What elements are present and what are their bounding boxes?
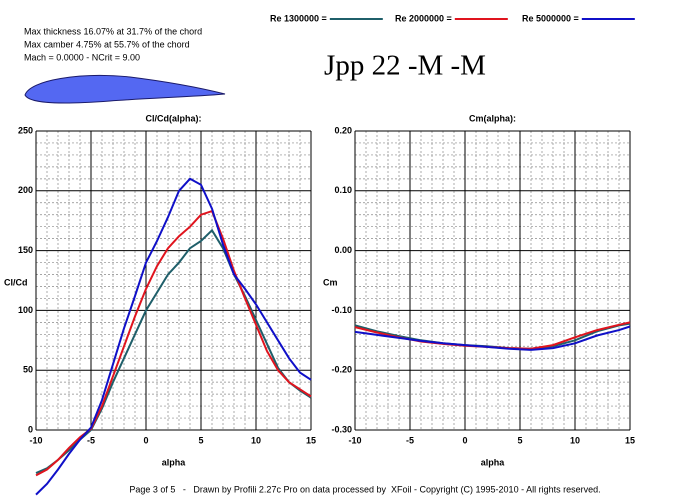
series-line	[354, 325, 631, 351]
y-tick-label: 200	[18, 185, 33, 195]
y-tick-label: 100	[18, 305, 33, 315]
x-tick-label: 10	[251, 435, 261, 445]
y-tick-label: 50	[23, 365, 33, 375]
x-tick-label: -10	[29, 435, 42, 445]
legend-label: Re 1300000 =	[270, 13, 327, 23]
y-tick-label: 0.20	[334, 125, 352, 135]
y-axis-label: Cl/Cd	[4, 277, 28, 287]
info-line: Mach = 0.0000 - NCrit = 9.00	[24, 52, 140, 62]
y-tick-label: 0	[28, 424, 33, 434]
chart-title: Cm(alpha):	[469, 113, 516, 123]
x-tick-label: 0	[462, 435, 467, 445]
x-tick-label: -5	[87, 435, 95, 445]
y-axis-label: Cm	[323, 277, 338, 287]
y-tick-label: -0.20	[331, 365, 352, 375]
x-tick-label: 0	[143, 435, 148, 445]
y-tick-label: 150	[18, 245, 33, 255]
y-tick-label: -0.10	[331, 305, 352, 315]
x-tick-label: 5	[198, 435, 203, 445]
x-tick-label: 5	[517, 435, 522, 445]
y-tick-label: 0.10	[334, 185, 352, 195]
info-line: Max thickness 16.07% at 31.7% of the cho…	[24, 26, 202, 36]
page-title: Jpp 22 -M -M	[324, 50, 486, 82]
series-line	[35, 209, 312, 477]
airfoil-shape	[24, 75, 226, 104]
x-tick-label: -10	[348, 435, 361, 445]
y-tick-label: 0.00	[334, 245, 352, 255]
y-tick-label: -0.30	[331, 424, 352, 434]
legend-label: Re 2000000 =	[395, 13, 452, 23]
chart-title: Cl/Cd(alpha):	[146, 113, 202, 123]
x-tick-label: 10	[570, 435, 580, 445]
info-line: Max camber 4.75% at 55.7% of the chord	[24, 39, 190, 49]
series-line	[35, 177, 312, 496]
legend-label: Re 5000000 =	[522, 13, 579, 23]
y-tick-label: 250	[18, 125, 33, 135]
x-tick-label: -5	[406, 435, 414, 445]
footer: Page 3 of 5 - Drawn by Profili 2.27c Pro…	[129, 484, 600, 494]
x-axis-label: alpha	[162, 457, 187, 467]
series-line	[35, 228, 312, 475]
x-tick-label: 15	[625, 435, 635, 445]
x-tick-label: 15	[306, 435, 316, 445]
x-axis-label: alpha	[481, 457, 506, 467]
